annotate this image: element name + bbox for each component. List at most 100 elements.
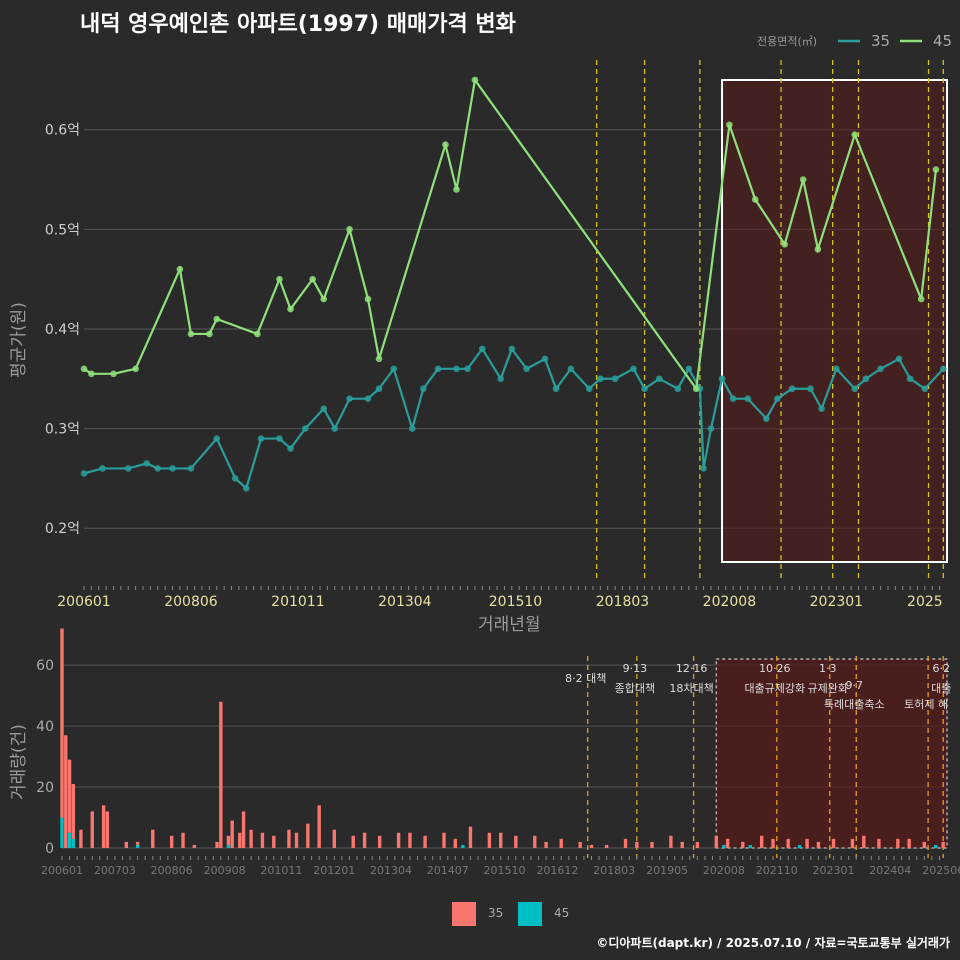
annotation-label: 규제완화: [808, 682, 848, 695]
data-point-35: [541, 355, 549, 363]
bar-35: [215, 841, 219, 848]
bar-35: [396, 832, 401, 848]
data-point-35: [242, 485, 250, 492]
data-point-35: [851, 385, 859, 393]
bar-35: [453, 838, 458, 848]
data-point-35: [453, 365, 460, 373]
data-point-35: [508, 345, 516, 353]
bar-35: [294, 832, 299, 848]
data-point-45: [88, 370, 95, 378]
data-point-35: [611, 375, 619, 383]
bar-45: [933, 844, 938, 848]
data-point-45: [132, 365, 139, 373]
data-point-45: [917, 295, 925, 303]
data-point-35: [921, 385, 929, 393]
bar-35: [907, 838, 911, 848]
annotation-label: 10·26: [759, 662, 791, 675]
bar-35: [831, 838, 836, 848]
bar-35: [544, 841, 548, 848]
bar-35: [423, 835, 427, 848]
data-point-35: [862, 375, 870, 383]
data-point-35: [674, 385, 682, 393]
annotation-label: 12·16: [676, 662, 708, 675]
data-point-35: [154, 465, 162, 472]
bar-y-tick-label: 60: [36, 658, 54, 674]
bar-35: [169, 835, 174, 848]
x-tick-label: 2025: [907, 594, 943, 610]
data-point-35: [762, 415, 770, 422]
bar-35: [604, 844, 609, 848]
bar-35: [896, 838, 900, 848]
x-axis-title: 거래년월: [478, 615, 541, 635]
data-point-45: [346, 226, 353, 233]
x-tick-label: 201510: [489, 594, 542, 610]
bar-35: [862, 835, 866, 848]
x-tick-label: 200601: [57, 594, 110, 610]
bar-35: [725, 838, 730, 848]
bar-35: [90, 811, 94, 848]
legend-swatch-45: [518, 902, 542, 926]
x-tick-label: 201304: [378, 594, 432, 610]
x-tick-label: 202008: [703, 594, 756, 610]
bar-x-tick-label: 201011: [260, 864, 302, 877]
annotation-label: 토허제 해: [904, 697, 948, 711]
data-point-35: [630, 365, 637, 373]
data-point-45: [80, 365, 88, 373]
credit-text: ©디아파트(dapt.kr) / 2025.07.10 / 자료=국토교통부 실…: [596, 936, 950, 950]
data-point-45: [320, 295, 328, 303]
bar-45: [135, 844, 140, 848]
data-point-45: [276, 275, 283, 283]
data-point-35: [567, 365, 575, 373]
bar-x-tick-label: 202301: [813, 864, 855, 877]
data-point-45: [751, 196, 759, 203]
data-point-35: [231, 475, 239, 482]
data-point-45: [726, 121, 733, 129]
data-point-45: [453, 186, 460, 193]
legend-title: 전용면적(㎡): [757, 35, 818, 48]
y-tick-label: 0.6억: [45, 123, 80, 139]
bar-35: [850, 838, 855, 848]
bar-35: [306, 823, 310, 848]
bar-35: [922, 841, 927, 848]
data-point-45: [781, 240, 789, 248]
bar-35: [559, 838, 563, 848]
bar-35: [377, 835, 382, 848]
bar-35: [230, 820, 234, 848]
data-point-35: [774, 395, 781, 402]
bar-35: [514, 835, 518, 848]
data-point-35: [434, 365, 442, 373]
data-point-35: [707, 425, 715, 432]
bar-35: [238, 832, 242, 848]
bar-35: [351, 835, 355, 848]
bar-35: [71, 784, 76, 839]
bar-35: [60, 628, 64, 818]
bar-35: [135, 841, 140, 845]
bar-35: [578, 841, 582, 848]
bar-35: [332, 829, 337, 848]
data-point-45: [309, 275, 316, 283]
bar-x-tick-label: 201407: [427, 864, 469, 877]
data-point-35: [364, 395, 372, 402]
bar-45: [461, 844, 465, 848]
bar-35: [241, 811, 246, 848]
annotation-label: 특례대출축소: [824, 698, 885, 711]
bar-35: [786, 838, 790, 848]
bar-x-tick-label: 202506: [922, 864, 960, 877]
data-point-35: [818, 405, 825, 412]
data-point-45: [364, 295, 372, 303]
data-point-35: [685, 365, 693, 373]
bar-35: [499, 832, 503, 848]
data-point-35: [143, 460, 150, 467]
bar-x-tick-label: 200806: [151, 864, 193, 877]
chart-title: 내덕 영우예인촌 아파트(1997) 매매가격 변화: [80, 12, 516, 37]
bar-45: [67, 832, 72, 848]
bar-highlight-box: [715, 658, 948, 849]
data-point-35: [257, 435, 265, 442]
bar-35: [226, 835, 231, 845]
data-point-45: [187, 330, 195, 338]
bar-x-tick-label: 201612: [536, 864, 578, 877]
bar-35: [714, 835, 718, 848]
data-point-35: [346, 395, 353, 402]
bar-y-tick-label: 40: [36, 719, 54, 735]
bar-35: [635, 841, 639, 848]
